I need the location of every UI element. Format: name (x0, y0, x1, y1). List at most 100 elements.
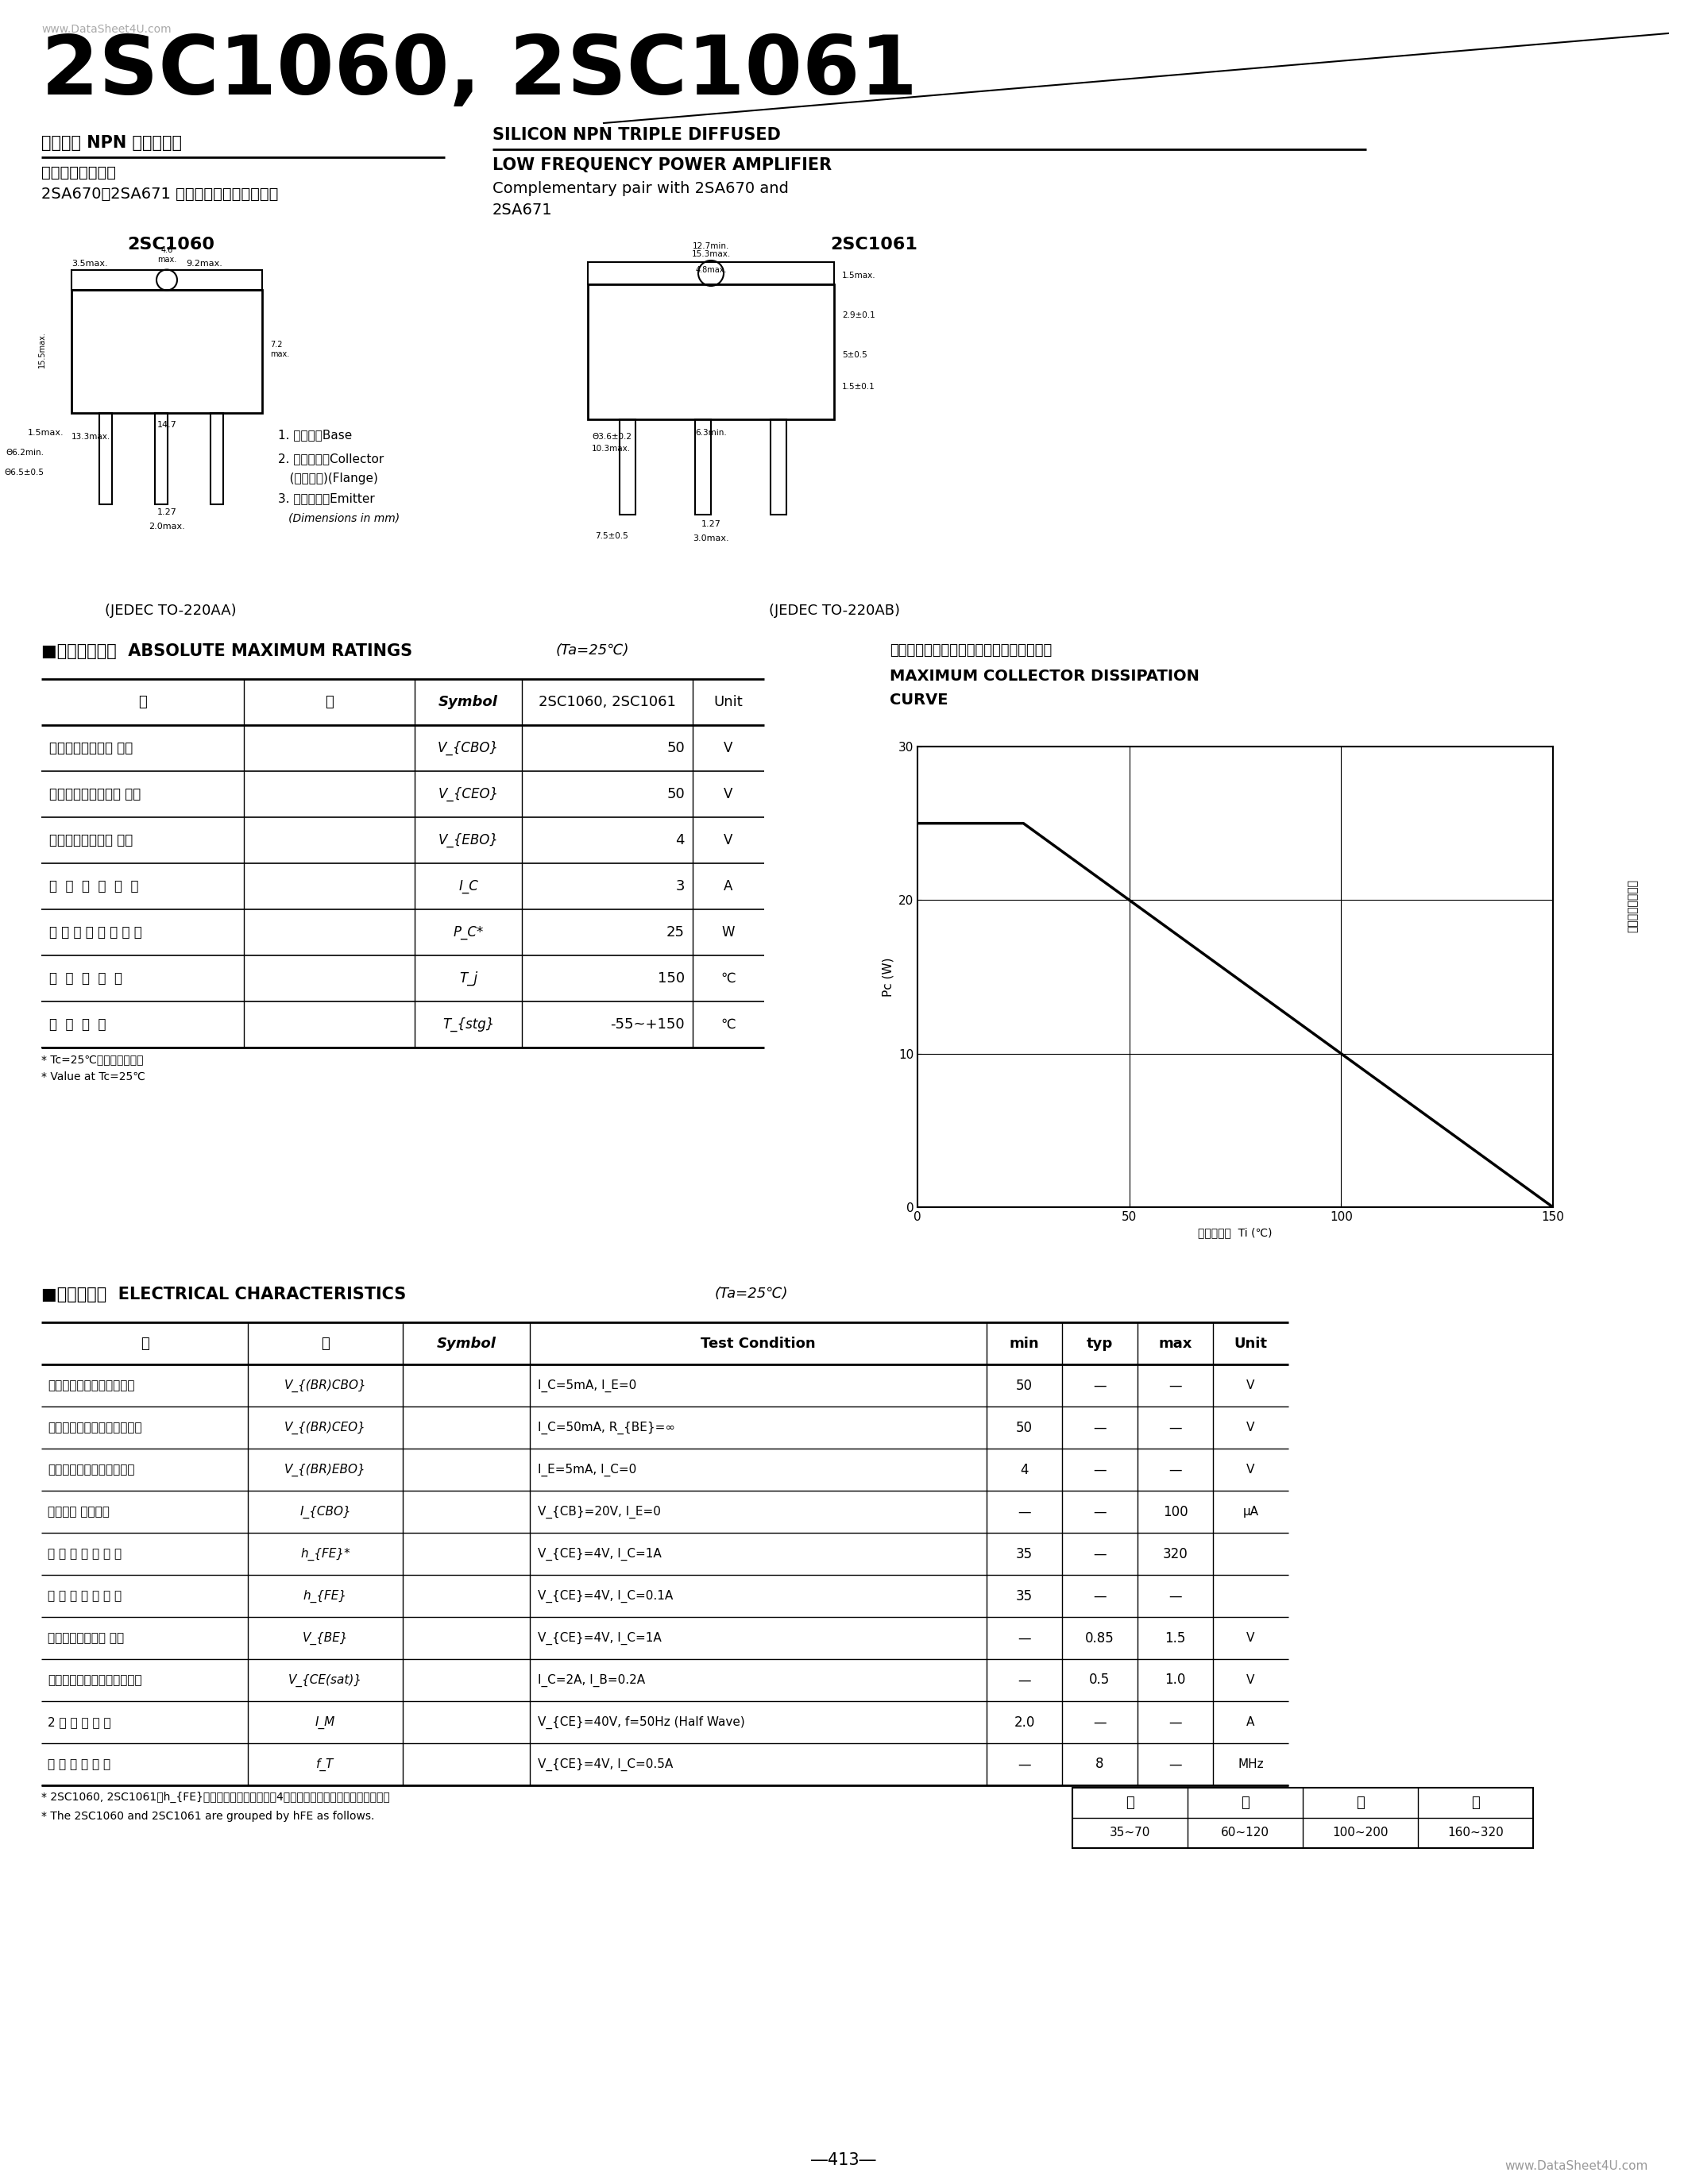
Text: A: A (724, 880, 733, 893)
Bar (619, 419, 635, 515)
Text: 1.5±0.1: 1.5±0.1 (842, 382, 874, 391)
Text: V: V (724, 786, 733, 802)
Y-axis label: Pc (W): Pc (W) (881, 957, 895, 996)
Text: 7.2
max.: 7.2 max. (270, 341, 289, 358)
Text: 100: 100 (1163, 1505, 1188, 1518)
Text: V_{CE}=4V, I_C=1A: V_{CE}=4V, I_C=1A (538, 1548, 662, 1559)
Text: V_{(BR)EBO}: V_{(BR)EBO} (285, 1463, 366, 1476)
Text: 3: 3 (675, 880, 685, 893)
Text: —: — (1094, 1546, 1106, 1562)
Text: ■電気的特性  ELECTRICAL CHARACTERISTICS: ■電気的特性 ELECTRICAL CHARACTERISTICS (41, 1286, 407, 1302)
Text: V: V (1246, 1675, 1254, 1686)
Text: V_{CE(sat)}: V_{CE(sat)} (289, 1673, 363, 1686)
Text: I_M: I_M (316, 1717, 336, 1728)
Text: V: V (1246, 1463, 1254, 1476)
Text: 1.27: 1.27 (701, 520, 721, 529)
Text: Symbol: Symbol (437, 1337, 496, 1350)
Text: I_C=5mA, I_E=0: I_C=5mA, I_E=0 (538, 1378, 636, 1391)
Text: I_C=50mA, R_{BE}=∞: I_C=50mA, R_{BE}=∞ (538, 1422, 675, 1435)
Text: I_C: I_C (459, 880, 478, 893)
Text: 10.3max.: 10.3max. (592, 446, 631, 452)
Text: —: — (1168, 1378, 1182, 1393)
Text: エミッタ・ベース 電圧: エミッタ・ベース 電圧 (49, 832, 133, 847)
Text: h_{FE}: h_{FE} (304, 1590, 348, 1603)
Text: 50: 50 (1016, 1378, 1033, 1393)
Text: 4: 4 (1020, 1463, 1028, 1476)
Text: μA: μA (1242, 1505, 1259, 1518)
Bar (71, 290, 262, 413)
Text: 2.0max.: 2.0max. (149, 522, 186, 531)
Text: コレクタ 逐断電流: コレクタ 逐断電流 (47, 1505, 110, 1518)
Text: T_j: T_j (459, 972, 478, 985)
Text: —: — (1094, 1463, 1106, 1476)
Text: Test Condition: Test Condition (701, 1337, 815, 1350)
Text: 2SC1060: 2SC1060 (127, 236, 214, 253)
Text: 50: 50 (1016, 1420, 1033, 1435)
Text: 3.0max.: 3.0max. (692, 535, 729, 542)
Text: W: W (722, 926, 734, 939)
Text: 35~70: 35~70 (1109, 1828, 1151, 1839)
Text: 100~200: 100~200 (1332, 1828, 1388, 1839)
Text: 4.8max.: 4.8max. (695, 266, 726, 273)
Text: ■絶対最大定格  ABSOLUTE MAXIMUM RATINGS: ■絶対最大定格 ABSOLUTE MAXIMUM RATINGS (41, 644, 412, 660)
Text: (Ta=25℃): (Ta=25℃) (555, 644, 630, 657)
Text: 4.6
max.: 4.6 max. (157, 247, 177, 264)
Text: 項: 項 (140, 1337, 149, 1350)
Text: 60~120: 60~120 (1220, 1828, 1269, 1839)
Text: 許 容 コ レ ク タ 損 失: 許 容 コ レ ク タ 損 失 (49, 926, 142, 939)
Text: * The 2SC1060 and 2SC1061 are grouped by hFE as follows.: * The 2SC1060 and 2SC1061 are grouped by… (41, 1811, 375, 1821)
Text: 5±0.5: 5±0.5 (842, 352, 868, 358)
Text: Unit: Unit (1234, 1337, 1268, 1350)
Text: 目: 目 (326, 695, 334, 710)
Bar (155, 413, 167, 505)
Text: ℃: ℃ (721, 972, 736, 985)
Text: 35: 35 (1016, 1588, 1033, 1603)
Text: Ⓒ: Ⓒ (1355, 1795, 1364, 1811)
Text: コレクタ・エミッタ饑和電圧: コレクタ・エミッタ饑和電圧 (47, 1675, 142, 1686)
Text: MHz: MHz (1237, 1758, 1264, 1771)
Text: (フランジ)(Flange): (フランジ)(Flange) (279, 472, 378, 485)
Text: 160~320: 160~320 (1447, 1828, 1504, 1839)
Text: (JEDEC TO-220AB): (JEDEC TO-220AB) (768, 603, 900, 618)
Text: 2.0: 2.0 (1014, 1714, 1035, 1730)
Text: Ⓐ: Ⓐ (1126, 1795, 1134, 1811)
Text: コレクタ・ベース破壊電圧: コレクタ・ベース破壊電圧 (47, 1380, 135, 1391)
Text: 13.3max.: 13.3max. (71, 432, 111, 441)
Text: Unit: Unit (714, 695, 743, 710)
Text: 150: 150 (658, 972, 685, 985)
Text: * 2SC1060, 2SC1061はh_{FE}の値により下記のように4区分し、視別に表示してあります。: * 2SC1060, 2SC1061はh_{FE}の値により下記のように4区分し… (41, 1791, 390, 1804)
Text: V_{CE}=4V, I_C=0.1A: V_{CE}=4V, I_C=0.1A (538, 1590, 674, 1603)
Text: CURVE: CURVE (890, 692, 949, 708)
Text: ℃: ℃ (721, 1018, 736, 1031)
Text: www.DataSheet4U.com: www.DataSheet4U.com (1506, 2160, 1647, 2173)
Text: V_{(BR)CBO}: V_{(BR)CBO} (284, 1378, 366, 1391)
Text: 2SC1061: 2SC1061 (830, 236, 918, 253)
Text: 1. ベース：Base: 1. ベース：Base (279, 428, 353, 441)
Text: 0.5: 0.5 (1089, 1673, 1111, 1688)
Text: —: — (1094, 1714, 1106, 1730)
Text: コ  レ  ク  タ  電  流: コ レ ク タ 電 流 (49, 880, 138, 893)
Text: ベース・エミッタ 電圧: ベース・エミッタ 電圧 (47, 1631, 123, 1645)
Text: 0.85: 0.85 (1085, 1631, 1114, 1645)
Text: 許容コレクタ損失: 許容コレクタ損失 (1627, 878, 1637, 933)
Text: P_C*: P_C* (452, 926, 483, 939)
Text: —: — (1018, 1758, 1031, 1771)
Text: V_{CEO}: V_{CEO} (437, 786, 498, 802)
X-axis label: ケース温度  Ti (℃): ケース温度 Ti (℃) (1198, 1227, 1273, 1238)
Text: max: max (1158, 1337, 1192, 1350)
Text: コレクタ・エミッタ破壊電圧: コレクタ・エミッタ破壊電圧 (47, 1422, 142, 1433)
Text: 1.5max.: 1.5max. (842, 271, 876, 280)
Text: V: V (1246, 1380, 1254, 1391)
Text: www.DataSheet4U.com: www.DataSheet4U.com (41, 24, 170, 35)
Bar (1072, 1789, 1533, 1848)
Text: 6.3min.: 6.3min. (695, 428, 728, 437)
Text: 許容コレクタ損失のケース温度による変化: 許容コレクタ損失のケース温度による変化 (890, 644, 1052, 657)
Text: V_{EBO}: V_{EBO} (439, 832, 498, 847)
Text: 7.5±0.5: 7.5±0.5 (596, 533, 628, 539)
Text: 3. エミッタ：Emitter: 3. エミッタ：Emitter (279, 491, 375, 505)
Text: 8: 8 (1096, 1758, 1104, 1771)
Text: * Value at Tc=25℃: * Value at Tc=25℃ (41, 1072, 145, 1083)
Text: f_T: f_T (316, 1758, 334, 1771)
Text: SILICON NPN TRIPLE DIFFUSED: SILICON NPN TRIPLE DIFFUSED (493, 127, 782, 142)
Bar (770, 419, 787, 515)
